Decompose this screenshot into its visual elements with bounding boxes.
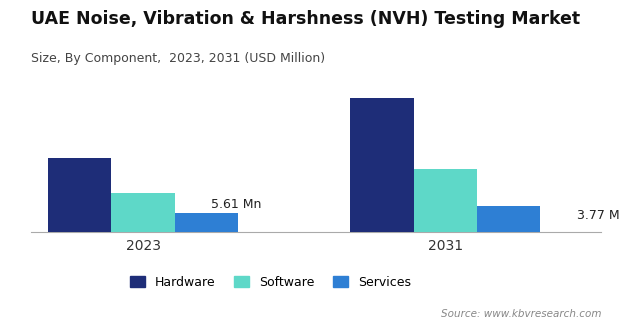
- Text: Size, By Component,  2023, 2031 (USD Million): Size, By Component, 2023, 2031 (USD Mill…: [31, 52, 325, 64]
- Bar: [414, 168, 477, 232]
- Text: 3.77 Mn: 3.77 Mn: [577, 209, 620, 222]
- Bar: [477, 206, 541, 232]
- Text: Source: www.kbvresearch.com: Source: www.kbvresearch.com: [441, 309, 601, 319]
- Text: 5.61 Mn: 5.61 Mn: [211, 198, 262, 211]
- Legend: Hardware, Software, Services: Hardware, Software, Services: [125, 271, 416, 294]
- Bar: [48, 157, 112, 232]
- Bar: [350, 98, 414, 232]
- Text: UAE Noise, Vibration & Harshness (NVH) Testing Market: UAE Noise, Vibration & Harshness (NVH) T…: [31, 10, 580, 28]
- Bar: [112, 193, 175, 232]
- Bar: [175, 213, 238, 232]
